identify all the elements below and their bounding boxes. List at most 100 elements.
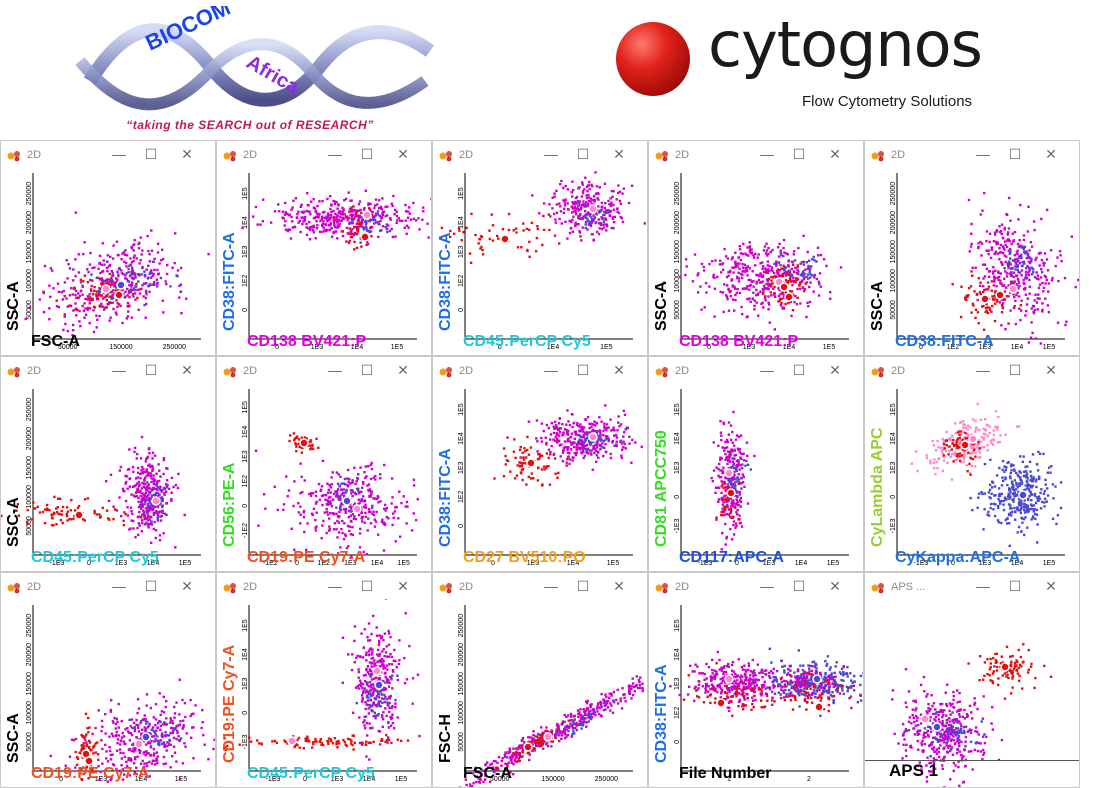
maximize-button[interactable]: ☐ xyxy=(792,362,806,378)
close-button[interactable]: ✕ xyxy=(613,578,625,594)
window-titlebar[interactable]: 2D — ☐ ✕ xyxy=(1,357,215,383)
window-titlebar[interactable]: 2D — ☐ ✕ xyxy=(217,357,431,383)
close-button[interactable]: ✕ xyxy=(829,362,841,378)
minimize-button[interactable]: — xyxy=(976,578,990,594)
plot-axes xyxy=(464,605,633,772)
minimize-button[interactable]: — xyxy=(544,146,558,162)
close-button[interactable]: ✕ xyxy=(397,362,409,378)
close-button[interactable]: ✕ xyxy=(1045,578,1057,594)
plot-window[interactable]: 2D — ☐ ✕ 0 1E2 1E3 1E4 1E5 0 1E3 1E4 1E5 CD27 BV510:P… xyxy=(432,356,648,572)
window-titlebar[interactable]: APS ... — ☐ ✕ xyxy=(865,573,1079,599)
maximize-button[interactable]: ☐ xyxy=(576,146,590,162)
window-titlebar[interactable]: 2D — ☐ ✕ xyxy=(433,357,647,383)
y-tick-label: 0 xyxy=(458,524,465,528)
window-titlebar[interactable]: 2D — ☐ ✕ xyxy=(1,573,215,599)
scatter-plot[interactable]: 0 1E2 1E3 1E4 1E5 0 1E3 1E4 1E5 xyxy=(433,383,648,572)
minimize-button[interactable]: — xyxy=(760,146,774,162)
window-titlebar[interactable]: 2D — ☐ ✕ xyxy=(217,141,431,167)
y-tick-label: 1E4 xyxy=(674,648,681,661)
scatter-plot[interactable] xyxy=(865,599,1080,788)
maximize-button[interactable]: ☐ xyxy=(576,578,590,594)
plot-window[interactable]: 2D — ☐ ✕ -1E3 0 1E3 1E4 1E5 -1E3 0 1E3 1E4 1E5 CyKappa… xyxy=(864,356,1080,572)
window-titlebar[interactable]: 2D — ☐ ✕ xyxy=(649,357,863,383)
maximize-button[interactable]: ☐ xyxy=(144,578,158,594)
maximize-button[interactable]: ☐ xyxy=(792,146,806,162)
window-titlebar[interactable]: 2D — ☐ ✕ xyxy=(433,573,647,599)
minimize-button[interactable]: — xyxy=(328,146,342,162)
maximize-button[interactable]: ☐ xyxy=(1008,362,1022,378)
population-centroid xyxy=(980,294,990,304)
plot-window[interactable]: 2D — ☐ ✕ 0 1E2 1E3 1E4 1E5 0 1E4 1E5 CD45:PerCP Cy5 C… xyxy=(432,140,648,356)
window-titlebar[interactable]: 2D — ☐ ✕ xyxy=(649,141,863,167)
plot-window[interactable]: 2D — ☐ ✕ -1E2 0 1E2 1E3 1E4 1E5 -1E2 0 1E2 1E3 1E4 1E5 C… xyxy=(216,356,432,572)
population-centroid xyxy=(372,666,382,676)
close-button[interactable]: ✕ xyxy=(181,362,193,378)
scatter-plot[interactable]: 50000 100000 150000 200000 250000 -1E3 0 1E3 1E4… xyxy=(1,383,216,572)
window-titlebar[interactable]: 2D — ☐ ✕ xyxy=(649,573,863,599)
scatter-plot[interactable]: -1E3 0 1E3 1E4 1E5 -1E3 0 1E3 1E4 1E5 xyxy=(649,383,864,572)
minimize-button[interactable]: — xyxy=(328,578,342,594)
maximize-button[interactable]: ☐ xyxy=(360,146,374,162)
minimize-button[interactable]: — xyxy=(328,362,342,378)
close-button[interactable]: ✕ xyxy=(829,146,841,162)
plot-window[interactable]: 2D — ☐ ✕ 50000 100000 150000 200000 250000 0 1E2 1E… xyxy=(864,140,1080,356)
maximize-button[interactable]: ☐ xyxy=(792,578,806,594)
close-button[interactable]: ✕ xyxy=(397,578,409,594)
plot-window[interactable]: 2D — ☐ ✕ 50000 100000 150000 200000 250000 50000 1… xyxy=(0,140,216,356)
scatter-plot[interactable]: 0 1E2 1E3 1E4 1E5 0 1E4 1E5 xyxy=(433,167,648,356)
scatter-plot[interactable]: 0 1E2 1E3 1E4 1E5 1 2 xyxy=(649,599,864,788)
scatter-plot[interactable]: 50000 100000 150000 200000 250000 50000 150000… xyxy=(433,599,648,788)
plot-axes xyxy=(680,173,849,340)
scatter-plot[interactable]: -1E3 0 1E3 1E4 1E5 -1E3 0 1E3 1E4 1E5 xyxy=(217,599,432,788)
plot-window[interactable]: APS ... — ☐ ✕ APS 1 xyxy=(864,572,1080,788)
scatter-plot[interactable]: 50000 100000 150000 200000 250000 0 1E2 1E3 1E4 1… xyxy=(865,167,1080,356)
maximize-button[interactable]: ☐ xyxy=(144,146,158,162)
scatter-plot[interactable]: -1E3 0 1E3 1E4 1E5 -1E3 0 1E3 1E4 1E5 xyxy=(865,383,1080,572)
close-button[interactable]: ✕ xyxy=(829,578,841,594)
population-centroid xyxy=(360,232,370,242)
plot-window[interactable]: 2D — ☐ ✕ 50000 100000 150000 200000 250000 50000 1… xyxy=(432,572,648,788)
minimize-button[interactable]: — xyxy=(544,362,558,378)
minimize-button[interactable]: — xyxy=(112,578,126,594)
minimize-button[interactable]: — xyxy=(976,362,990,378)
window-titlebar[interactable]: 2D — ☐ ✕ xyxy=(433,141,647,167)
maximize-button[interactable]: ☐ xyxy=(1008,146,1022,162)
plot-window[interactable]: 2D — ☐ ✕ 50000 100000 150000 200000 250000 -1E3 0 1… xyxy=(0,356,216,572)
plot-window[interactable]: 2D — ☐ ✕ -1E3 0 1E3 1E4 1E5 -1E3 0 1E3 1E4 1E5 CD45:Pe… xyxy=(216,572,432,788)
minimize-button[interactable]: — xyxy=(112,146,126,162)
x-tick-label: 1E3 xyxy=(95,776,108,783)
plot-window[interactable]: 2D — ☐ ✕ -1E3 0 1E3 1E4 1E5 -1E3 0 1E3 1E4 1E5 CD117:A… xyxy=(648,356,864,572)
close-button[interactable]: ✕ xyxy=(181,146,193,162)
plot-window[interactable]: 2D — ☐ ✕ 50000 100000 150000 200000 250000 0 1E3 1E… xyxy=(0,572,216,788)
close-button[interactable]: ✕ xyxy=(1045,362,1057,378)
plot-window[interactable]: 2D — ☐ ✕ 50000 100000 150000 200000 250000 0 1E3 1E… xyxy=(648,140,864,356)
minimize-button[interactable]: — xyxy=(976,146,990,162)
population-centroid xyxy=(812,674,822,684)
close-button[interactable]: ✕ xyxy=(613,146,625,162)
minimize-button[interactable]: — xyxy=(112,362,126,378)
plot-window[interactable]: 2D — ☐ ✕ 0 1E2 1E3 1E4 1E5 1 2 File Number CD38:FITC… xyxy=(648,572,864,788)
window-titlebar[interactable]: 2D — ☐ ✕ xyxy=(865,141,1079,167)
scatter-plot[interactable]: 0 1E2 1E3 1E4 1E5 0 1E3 1E4 1E5 xyxy=(217,167,432,356)
window-titlebar[interactable]: 2D — ☐ ✕ xyxy=(865,357,1079,383)
maximize-button[interactable]: ☐ xyxy=(1008,578,1022,594)
scatter-plot[interactable]: -1E2 0 1E2 1E3 1E4 1E5 -1E2 0 1E2 1E3 1E4 1E5 xyxy=(217,383,432,572)
maximize-button[interactable]: ☐ xyxy=(360,362,374,378)
minimize-button[interactable]: — xyxy=(760,362,774,378)
maximize-button[interactable]: ☐ xyxy=(144,362,158,378)
plot-window[interactable]: 2D — ☐ ✕ 0 1E2 1E3 1E4 1E5 0 1E3 1E4 1E5 CD138 BV421:… xyxy=(216,140,432,356)
window-titlebar[interactable]: 2D — ☐ ✕ xyxy=(217,573,431,599)
scatter-plot[interactable]: 50000 100000 150000 200000 250000 50000 150000… xyxy=(1,167,216,356)
window-titlebar[interactable]: 2D — ☐ ✕ xyxy=(1,141,215,167)
maximize-button[interactable]: ☐ xyxy=(576,362,590,378)
close-button[interactable]: ✕ xyxy=(1045,146,1057,162)
minimize-button[interactable]: — xyxy=(544,578,558,594)
window-title: 2D xyxy=(459,365,474,377)
close-button[interactable]: ✕ xyxy=(181,578,193,594)
maximize-button[interactable]: ☐ xyxy=(360,578,374,594)
close-button[interactable]: ✕ xyxy=(613,362,625,378)
close-button[interactable]: ✕ xyxy=(397,146,409,162)
minimize-button[interactable]: — xyxy=(760,578,774,594)
